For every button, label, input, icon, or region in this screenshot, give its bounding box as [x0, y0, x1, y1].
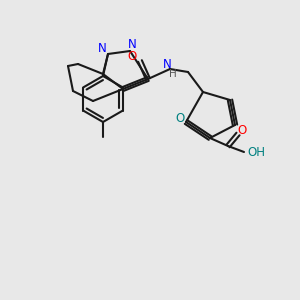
- Text: O: O: [237, 124, 247, 137]
- Text: N: N: [128, 38, 136, 52]
- Text: H: H: [169, 69, 177, 79]
- Text: O: O: [128, 50, 136, 62]
- Text: O: O: [176, 112, 184, 125]
- Text: N: N: [163, 58, 171, 71]
- Text: N: N: [98, 41, 106, 55]
- Text: OH: OH: [247, 146, 265, 160]
